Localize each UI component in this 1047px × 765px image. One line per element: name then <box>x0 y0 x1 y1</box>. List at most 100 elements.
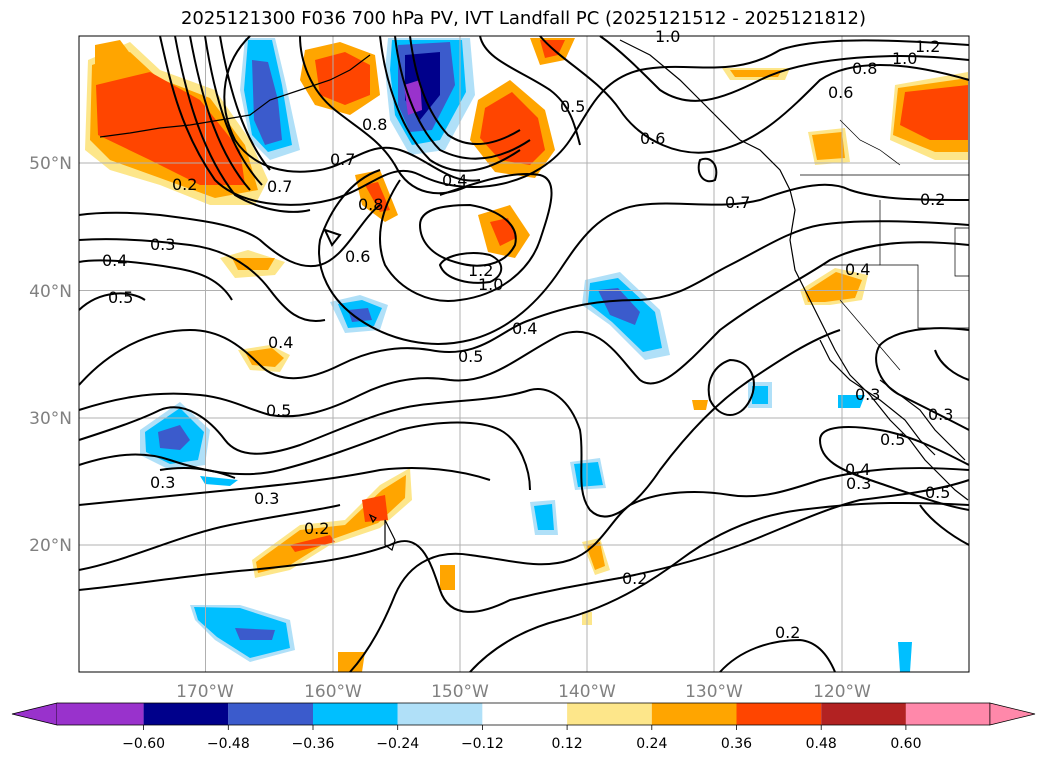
contour-label: 0.7 <box>330 150 355 169</box>
lon-label: 120°W <box>813 682 871 702</box>
colorbar-extend-low <box>11 702 58 726</box>
anomaly-pos-region <box>95 40 135 75</box>
contour-label: 1.0 <box>892 49 917 68</box>
contour-label: 0.5 <box>880 430 905 449</box>
lat-label: 20°N <box>29 536 72 556</box>
colorbar-tick-label: −0.36 <box>292 736 335 752</box>
contour-label: 0.8 <box>362 115 387 134</box>
contour-label: 0.2 <box>622 569 647 588</box>
coastlines <box>99 39 970 551</box>
anomaly-neg-region <box>598 288 640 325</box>
contour-label: 0.3 <box>150 473 175 492</box>
lon-label: 130°W <box>685 682 743 702</box>
anomaly-neg-region <box>404 80 422 115</box>
colorbar-tick-label: −0.12 <box>461 736 504 752</box>
colorbar-segment <box>397 703 483 725</box>
contour-label: 0.5 <box>108 288 133 307</box>
contour-label: 0.6 <box>828 83 853 102</box>
anomaly-neg-region <box>348 308 372 322</box>
anomaly-pos-region <box>900 85 968 140</box>
anomaly-pos-region <box>290 535 335 552</box>
anomaly-neg-region <box>235 628 275 640</box>
anomaly-neg-region <box>898 642 912 672</box>
contour-label: 0.6 <box>640 129 665 148</box>
na-west-coast <box>619 39 969 501</box>
colorbar-segment <box>143 703 229 725</box>
lon-label: 150°W <box>431 682 489 702</box>
lon-label: 160°W <box>304 682 362 702</box>
contour-label: 0.2 <box>304 519 329 538</box>
lat-label: 30°N <box>29 409 72 429</box>
colorbar-segment <box>651 703 737 725</box>
contour-label: 0.5 <box>560 97 585 116</box>
contour-label: 0.3 <box>928 405 953 424</box>
colorbar-tick-label: 0.48 <box>806 736 837 752</box>
contour-label: 0.4 <box>442 171 467 190</box>
contour-label: 0.5 <box>266 401 291 420</box>
contour-label: 0.3 <box>855 385 880 404</box>
colorbar-segment <box>736 703 822 725</box>
anomaly-pos-region <box>692 400 708 410</box>
contour-label: 0.7 <box>725 193 750 212</box>
anomaly-pos-region <box>365 182 390 212</box>
contour-label: 0.2 <box>775 623 800 642</box>
anomaly-neg-region <box>534 504 554 530</box>
colorbar-segment <box>57 703 144 725</box>
colorbar-extend-high <box>989 702 1036 726</box>
hawaii-island <box>384 519 396 551</box>
anomaly-pos-region <box>440 565 455 590</box>
colorbar-tick-label: −0.48 <box>207 736 250 752</box>
contour-label: 0.3 <box>150 235 175 254</box>
colorbar-segment <box>228 703 313 725</box>
anomaly-neg-region <box>752 386 768 404</box>
anomaly-pos-region <box>362 495 388 522</box>
baja-coast <box>819 339 936 456</box>
anomaly-neg-region <box>200 476 238 486</box>
longitude-labels: 170°W 160°W 150°W 140°W 130°W 120°W <box>176 682 871 702</box>
contour-label: 0.4 <box>102 251 127 270</box>
province-border <box>839 119 901 166</box>
contour-label: 0.8 <box>852 59 877 78</box>
contour-labels: 1.0 1.2 1.0 0.8 0.6 0.8 0.7 0.5 0.6 0.7 … <box>102 27 953 642</box>
lon-label: 140°W <box>558 682 616 702</box>
contour-label: 1.2 <box>915 37 940 56</box>
aleutian-chain <box>99 54 371 138</box>
contour-label: 0.2 <box>920 190 945 209</box>
contour-label: 1.0 <box>478 275 503 294</box>
hawaii-island <box>368 513 377 524</box>
anomaly-pos-region <box>338 652 365 672</box>
anomaly-pos-region <box>490 218 516 246</box>
map-frame <box>78 35 970 673</box>
anomaly-pos-region <box>480 92 545 165</box>
colorbar-tick-label: −0.60 <box>122 736 165 752</box>
contour-label: 0.5 <box>925 483 950 502</box>
anomaly-pos-region <box>245 348 284 367</box>
contour-label: 0.8 <box>358 195 383 214</box>
lon-label: 170°W <box>176 682 234 702</box>
colorbar-tick-label: −0.24 <box>376 736 419 752</box>
colorbar-tick-label: 0.24 <box>636 736 667 752</box>
colorbar-tick-label: 0.12 <box>552 736 583 752</box>
anomaly-neg-region <box>574 462 603 487</box>
pv-contours <box>78 35 970 673</box>
contour-label: 1.2 <box>468 261 493 280</box>
contour-label: 0.4 <box>268 333 293 352</box>
colorbar-segment <box>567 703 652 725</box>
contour-label: 0.2 <box>172 175 197 194</box>
anomaly-pos-region <box>812 132 845 160</box>
anomaly-neg-region <box>158 425 190 450</box>
state-border <box>839 299 901 371</box>
colorbar-tick-label: 0.36 <box>721 736 752 752</box>
contour-label: 0.4 <box>845 460 870 479</box>
contour-label: 0.4 <box>845 260 870 279</box>
lat-label: 40°N <box>29 282 72 302</box>
contour-label: 0.3 <box>254 489 279 508</box>
colorbar-tick-label: 0.60 <box>890 736 921 752</box>
anomaly-pos-region <box>96 72 245 185</box>
colorbar: −0.60 −0.48 −0.36 −0.24 −0.12 0.12 0.24 … <box>11 702 1036 752</box>
contour-label: 0.4 <box>512 319 537 338</box>
anomaly-pos-region <box>232 258 275 270</box>
colorbar-segment <box>313 703 398 725</box>
colorbar-segment <box>821 703 906 725</box>
